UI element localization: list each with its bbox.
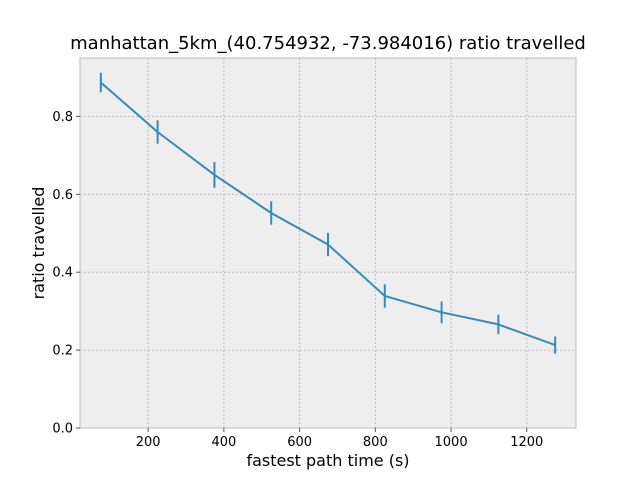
x-tick-label: 1000 — [435, 435, 468, 450]
y-tick-label: 0.4 — [52, 266, 73, 281]
y-tick-label: 0.2 — [52, 344, 73, 359]
plot-frame — [79, 57, 577, 429]
y-tick-label: 0.6 — [52, 188, 73, 203]
x-tick-label: 800 — [363, 435, 388, 450]
x-tick-label: 600 — [287, 435, 312, 450]
x-tick-label: 200 — [136, 435, 161, 450]
series-line — [100, 81, 556, 346]
grid — [80, 58, 576, 429]
y-tick-label: 0.8 — [52, 110, 73, 125]
series-layer — [100, 81, 556, 346]
y-tick-label: 0.0 — [52, 422, 73, 437]
y-axis-label: ratio travelled — [29, 187, 48, 300]
x-tick-label: 1200 — [510, 435, 543, 450]
x-axis-label: fastest path time (s) — [246, 451, 409, 470]
x-axis-ticks: 200 400 600 800 1000 1200 — [136, 428, 543, 450]
x-tick-label: 400 — [211, 435, 236, 450]
chart-title: manhattan_5km_(40.754932, -73.984016) ra… — [70, 33, 586, 54]
y-axis-ticks: 0.0 0.2 0.4 0.6 0.8 — [52, 110, 80, 437]
